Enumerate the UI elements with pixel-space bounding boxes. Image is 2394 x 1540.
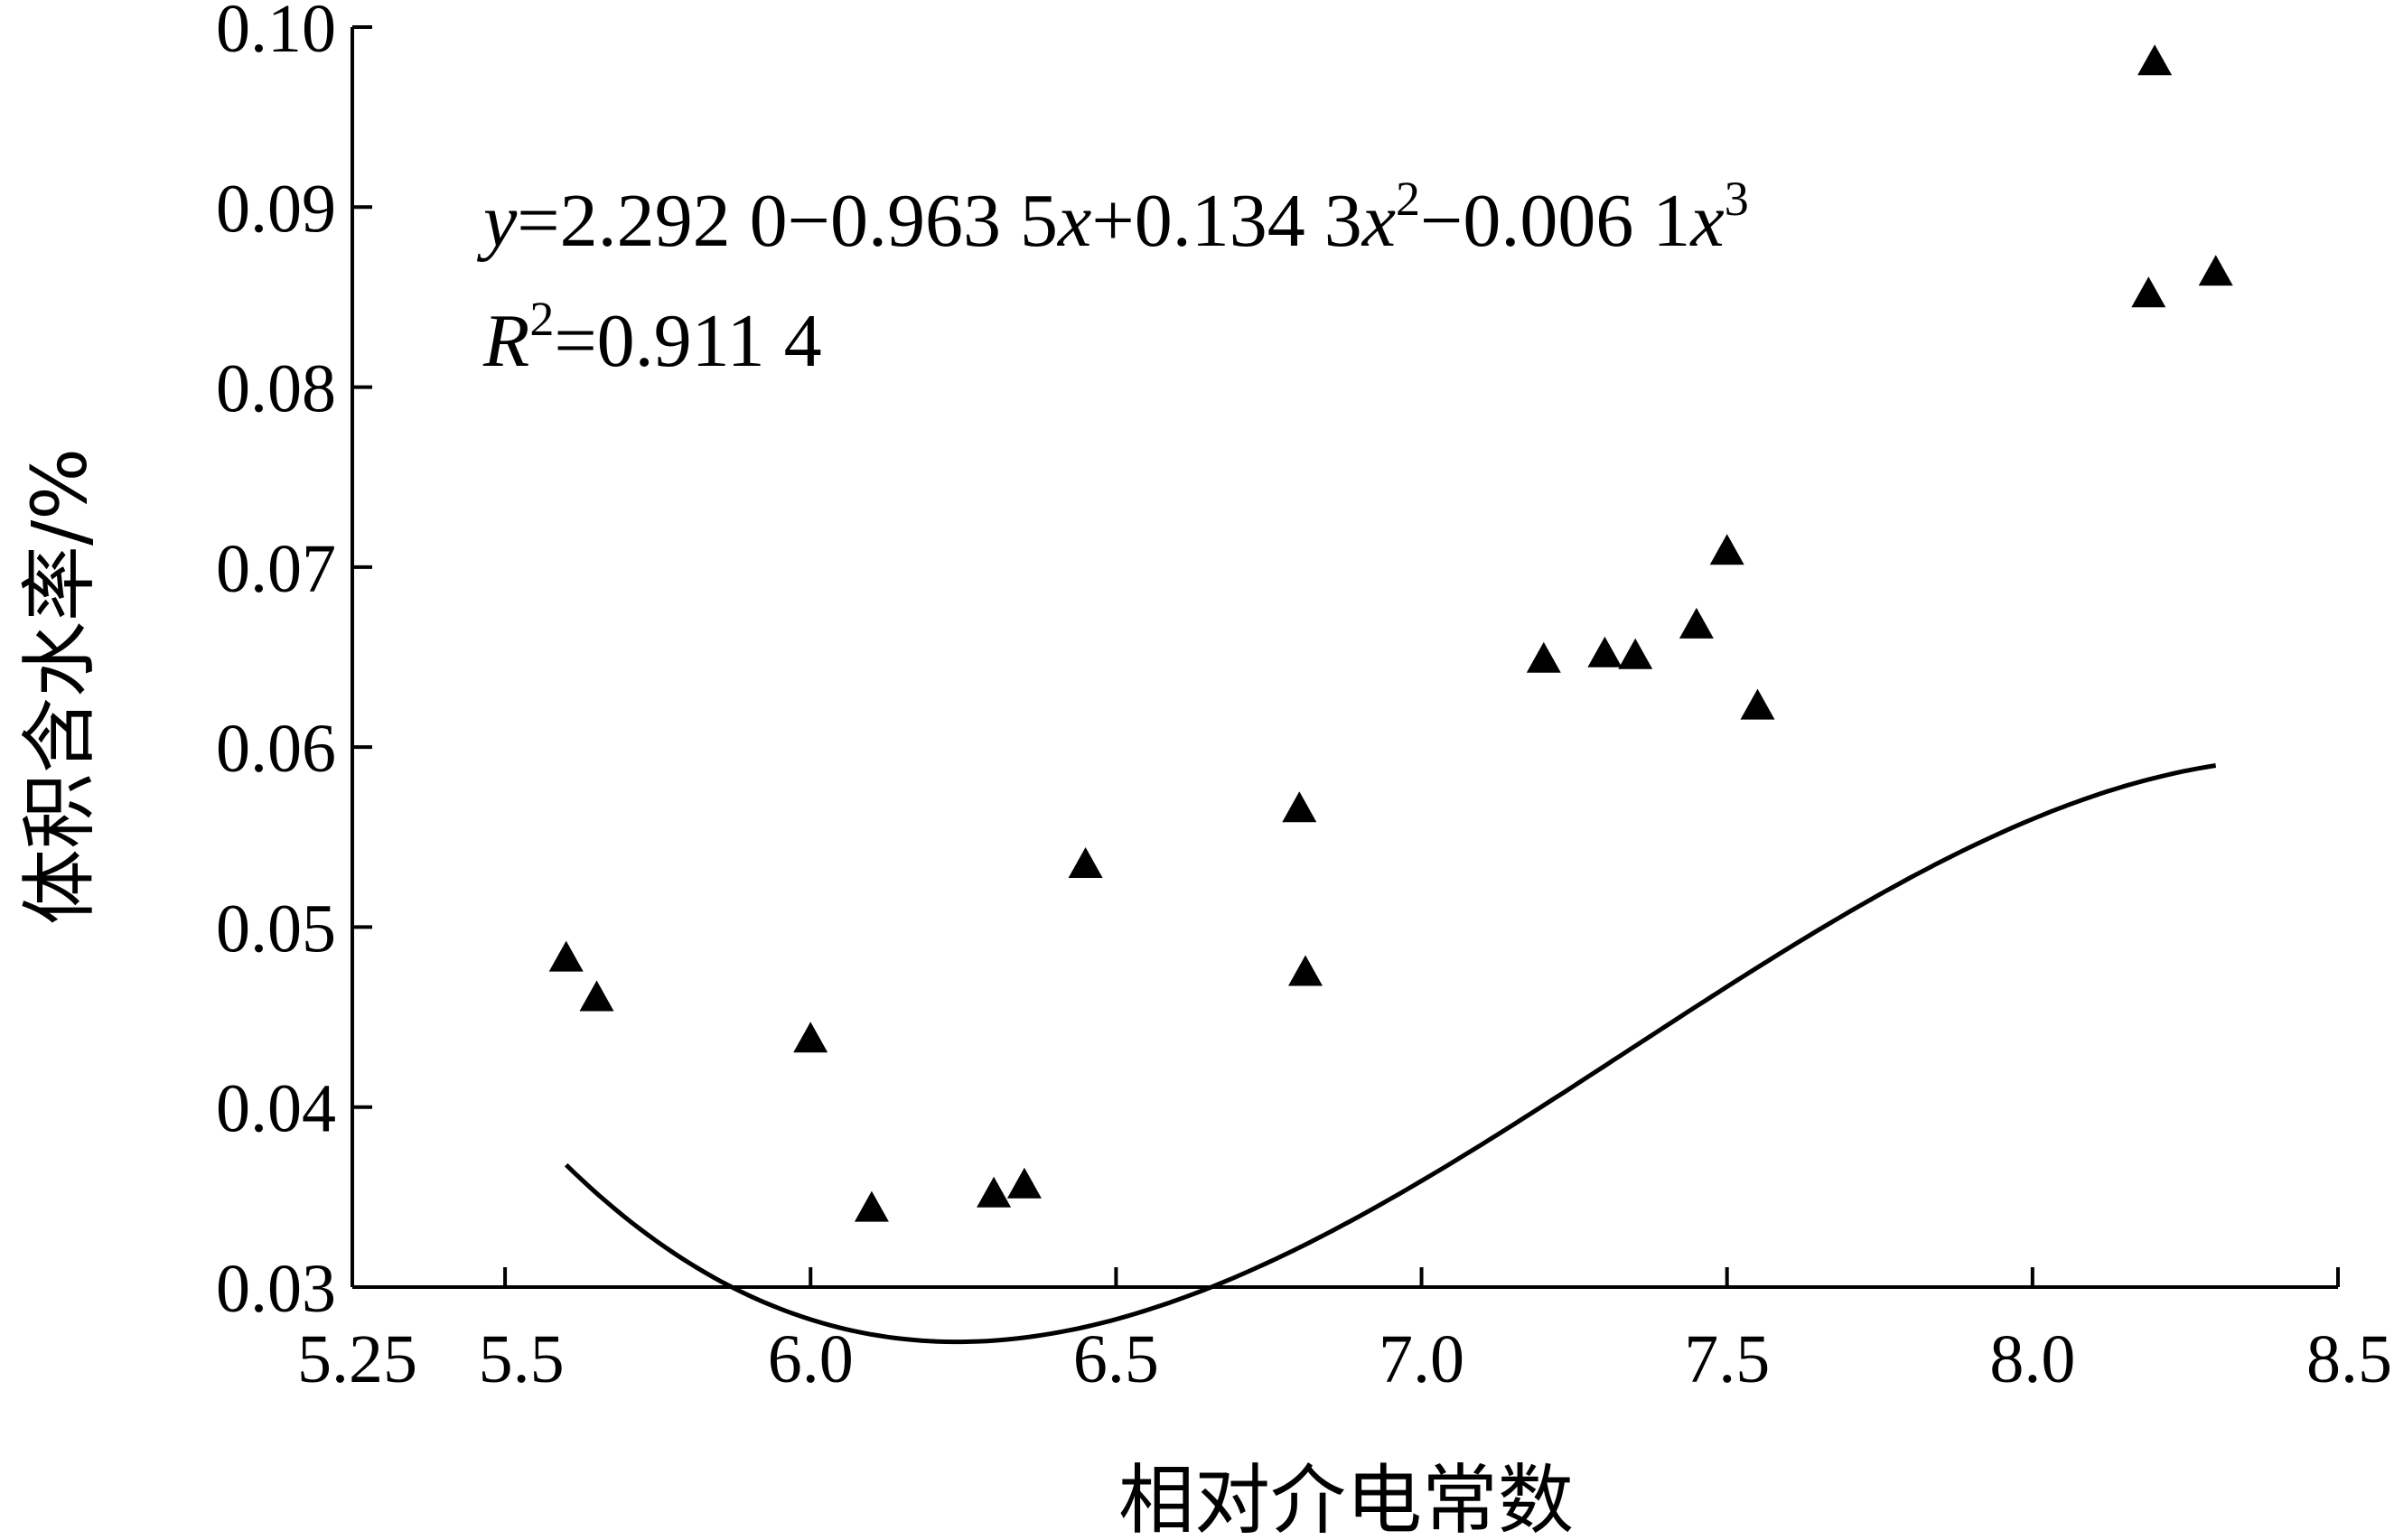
y-tick-label: 0.05 (216, 891, 336, 966)
y-tick-label: 0.10 (216, 0, 336, 67)
eq-part-3: −0.006 1 (1420, 179, 1690, 263)
x-tick-label: 5.25 (297, 1321, 417, 1397)
y-tick-label: 0.06 (216, 711, 336, 787)
fit-curve (564, 763, 2217, 1345)
fit-equation: y=2.292 0−0.963 5x+0.134 3x2−0.006 1x3 (476, 172, 1749, 263)
eq-sup-3: 3 (1725, 172, 1749, 226)
eq-x1: x (1056, 179, 1091, 263)
x-tick-label: 8.5 (2306, 1321, 2392, 1397)
r2-r: R (482, 299, 529, 383)
y-tick-label: 0.03 (216, 1251, 336, 1327)
eq-part-2: +0.134 3 (1091, 179, 1361, 263)
data-point (977, 1176, 1012, 1208)
data-point (1740, 688, 1775, 720)
r2-value: =0.911 4 (554, 299, 821, 383)
x-tick-label: 6.5 (1073, 1321, 1159, 1397)
eq-part-1: =2.292 0−0.963 5 (517, 179, 1058, 263)
data-point (1068, 847, 1103, 878)
data-point (1679, 607, 1714, 639)
x-tick-label: 8.0 (1989, 1321, 2075, 1397)
data-point (548, 940, 584, 972)
eq-y: y (476, 179, 518, 263)
data-point (1282, 791, 1317, 823)
data-point (1006, 1167, 1042, 1199)
y-axis-title: 体积含水率/% (15, 448, 104, 925)
axes (351, 27, 2338, 1289)
data-point (1618, 638, 1653, 669)
x-tick-label: 7.5 (1684, 1321, 1770, 1397)
data-point (579, 980, 614, 1012)
y-tick-label: 0.04 (216, 1071, 336, 1147)
data-points (548, 44, 2233, 1222)
data-point (1288, 955, 1323, 986)
y-tick-label: 0.07 (216, 531, 336, 607)
eq-x2: x (1361, 179, 1396, 263)
data-point (2198, 255, 2233, 286)
data-point (1709, 534, 1744, 565)
eq-sup-2: 2 (1396, 172, 1420, 226)
y-tick-label: 0.08 (216, 351, 336, 427)
r-squared-label: R2=0.911 4 (482, 292, 822, 383)
data-point (793, 1022, 828, 1053)
x-axis-title: 相对介电常数 (1118, 1456, 1574, 1540)
data-point (2131, 276, 2166, 308)
x-ticks: 5.25 5.5 6.0 6.5 7.0 7.5 8.0 8.5 (297, 1267, 2392, 1397)
eq-x3: x (1688, 179, 1724, 263)
x-tick-label: 6.0 (768, 1321, 854, 1397)
data-point (1526, 641, 1561, 673)
x-tick-label: 5.5 (479, 1321, 565, 1397)
data-point (1587, 636, 1622, 667)
y-tick-label: 0.09 (216, 171, 336, 247)
data-point (854, 1190, 889, 1222)
r2-sup: 2 (529, 292, 554, 346)
x-tick-label: 7.0 (1379, 1321, 1464, 1397)
data-point (2137, 44, 2173, 76)
y-ticks: 0.03 0.04 0.05 0.06 0.07 0.08 0.09 0.10 (216, 0, 372, 1327)
